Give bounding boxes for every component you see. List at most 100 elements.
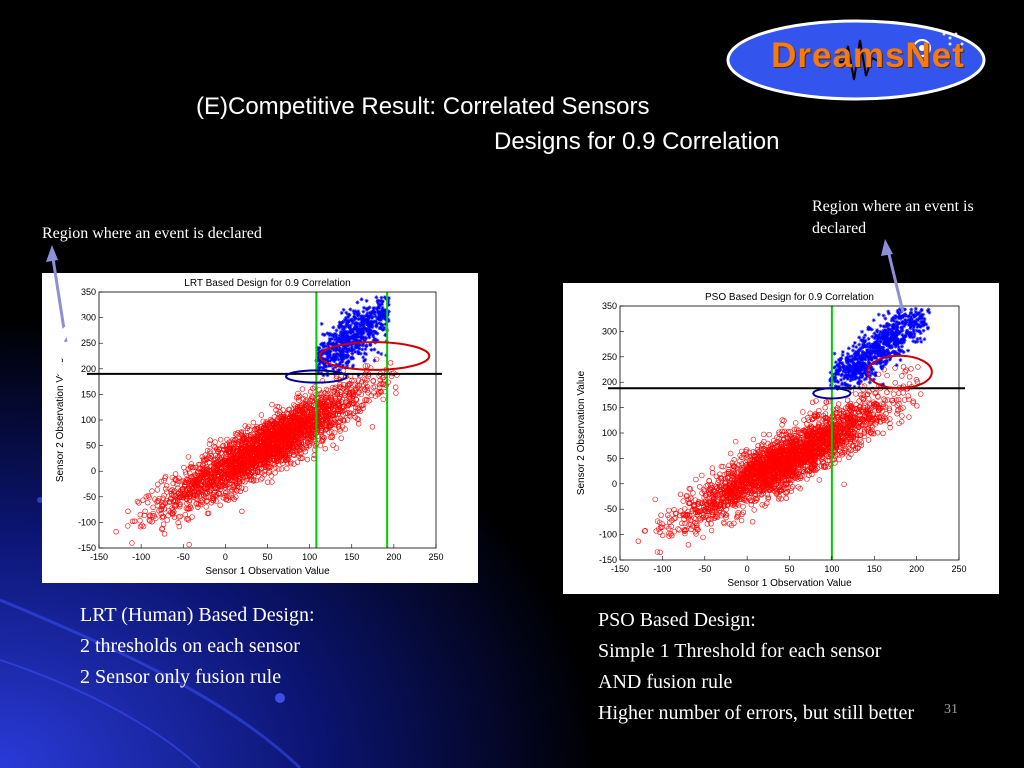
lrt-h1-point [386,302,391,307]
lrt-h1-point [363,319,368,324]
lrt-h0-point [322,446,328,452]
pso-h0-point [887,424,893,431]
lrt-h1-point [353,349,358,354]
lrt-h0-point [299,386,306,392]
lrt-h0-point [300,426,306,432]
lrt-h1-point [343,330,348,335]
lrt-h1-point [359,316,364,321]
lrt-h1-point [367,332,372,337]
lrt-h0-point [353,401,360,408]
lrt-h0-point [173,502,180,508]
lrt-h0-point [375,391,381,398]
lrt-h0-point [336,383,343,390]
lrt-h1-point [350,327,355,332]
lrt-h1-point [369,347,374,352]
lrt-h0-point [355,416,362,423]
lrt-h1-point [335,352,340,357]
pso-h0-point [699,472,705,479]
lrt-h1-point [322,349,327,354]
lrt-h0-point [258,476,264,483]
lrt-xtick-label: 100 [302,552,317,562]
lrt-h0-point [216,490,222,496]
lrt-h0-point [160,495,166,501]
lrt-h1-point [352,311,357,316]
lrt-h1-point [347,329,352,334]
lrt-h0-point [265,479,271,485]
pso-h0-point [881,396,887,402]
lrt-h0-point [303,443,309,449]
lrt-h0-point [318,419,325,425]
lrt-h0-point [333,445,340,451]
lrt-h0-point [354,408,361,415]
lrt-h1-point [339,331,344,336]
lrt-h1-point [336,368,341,373]
lrt-h1-point [358,351,363,356]
lrt-h0-point [222,484,229,491]
pso-h0-point [679,520,685,527]
lrt-h0-point [241,449,247,455]
lrt-h1-point [346,359,351,364]
lrt-xtick-label: 150 [344,552,359,562]
lrt-h0-point [362,386,368,392]
pso-h0-point [692,497,699,503]
lrt-h0-point [271,461,277,468]
lrt-h0-point [328,423,334,429]
pso-h0-point [750,436,757,443]
lrt-h1-point [363,314,368,319]
lrt-h1-point [380,323,385,328]
lrt-h0-point [244,433,250,439]
lrt-h0-point [295,394,302,401]
lrt-h0-point [366,398,372,404]
lrt-h0-point [296,427,302,433]
lrt-h0-point [228,450,234,456]
lrt-h1-point [347,312,352,317]
lrt-h0-point [239,508,245,515]
lrt-h0-point [142,508,148,515]
pso-h0-point [816,477,822,483]
lrt-h0-point [330,403,337,409]
lrt-h0-point [256,461,263,468]
lrt-h0-point [321,409,328,415]
lrt-h0-point [270,432,276,439]
lrt-h1-point [356,313,361,318]
lrt-h1-point [363,335,368,340]
lrt-h0-point [317,442,324,449]
lrt-h1-point [359,297,364,302]
lrt-h1-point [340,346,345,351]
lrt-h1-point [355,300,360,305]
lrt-h1-point [356,350,361,355]
lrt-h0-point [216,454,222,460]
lrt-ytick-label: 0 [91,466,96,476]
lrt-h0-point [254,425,261,432]
lrt-h0-point [193,495,199,501]
lrt-h0-point [236,479,242,485]
lrt-h0-point [248,477,254,483]
lrt-h0-point [275,448,282,455]
lrt-h0-point [224,461,230,467]
lrt-h1-point [361,342,366,347]
lrt-h1-point [331,348,336,353]
lrt-h0-point [242,479,248,485]
lrt-h1-point [326,355,331,360]
lrt-h1-point [367,320,372,325]
pso-h0-point [703,483,709,489]
pso-h0-point [818,463,825,470]
lrt-h1-point [345,348,350,353]
lrt-h1-point [355,313,360,318]
lrt-h1-point [317,350,322,355]
lrt-h0-point [171,514,178,521]
lrt-h1-point [361,309,366,314]
lrt-h1-point [345,319,350,324]
lrt-h0-point [242,486,249,492]
lrt-h1-point [354,342,359,347]
lrt-h1-point [346,334,351,339]
lrt-h0-point [280,460,286,467]
lrt-h0-point [195,476,202,483]
lrt-h1-point [350,365,355,370]
lrt-h0-point [235,430,241,436]
pso-h0-point [884,372,890,379]
lrt-h1-point [348,335,353,340]
lrt-h1-point [354,311,359,316]
lrt-h1-point [331,354,336,359]
lrt-h0-point [288,447,295,453]
